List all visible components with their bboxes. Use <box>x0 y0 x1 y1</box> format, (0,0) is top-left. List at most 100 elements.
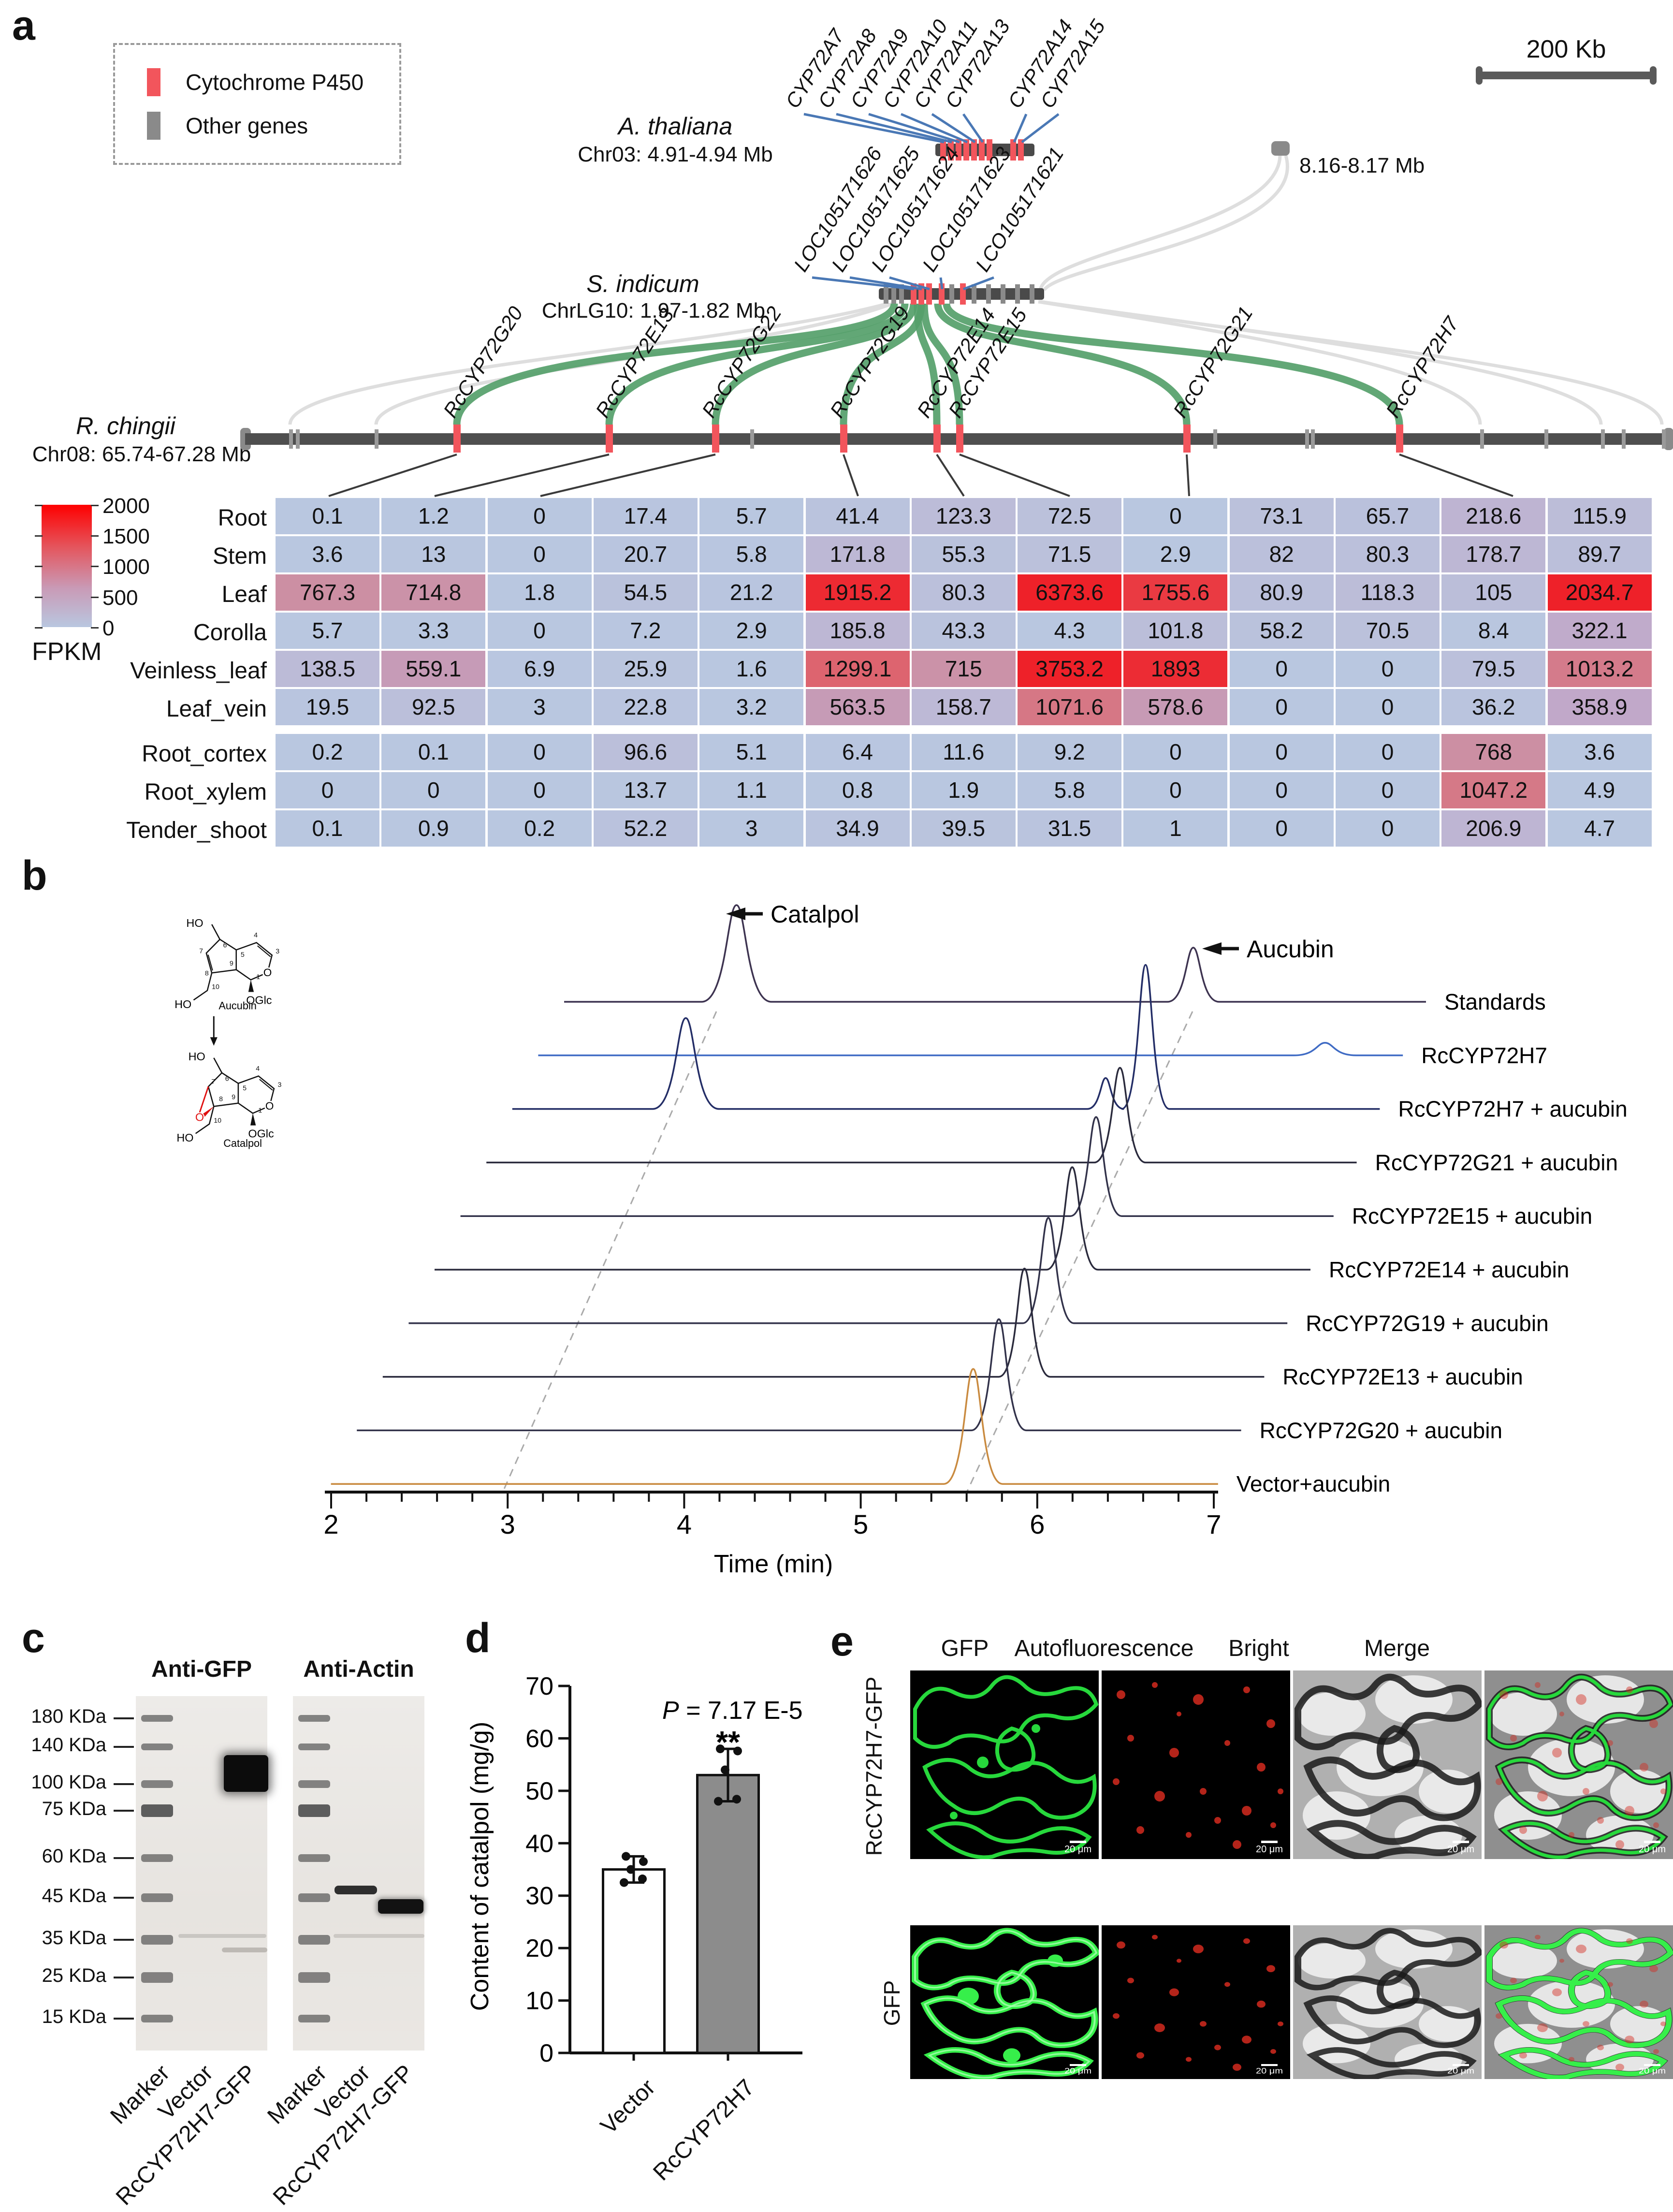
kda-label: 45 KDa <box>42 1885 106 1906</box>
heatmap-cell: 0 <box>276 772 379 808</box>
heatmap-cell: 0 <box>1123 772 1228 808</box>
p-value-label: P = 7.17 E-5 <box>662 1697 803 1725</box>
heatmap-row-label: Leaf <box>221 582 267 607</box>
heatmap-cell: 4.7 <box>1547 810 1652 847</box>
heatmap-row-label: Root <box>218 505 267 531</box>
heatmap-row-label: Leaf_vein <box>166 696 267 722</box>
bar-y-tick-label: 30 <box>525 1882 553 1910</box>
cyp-gene-mark <box>971 139 977 161</box>
other-gene-mark <box>375 429 378 449</box>
kda-label: 180 KDa <box>31 1706 106 1727</box>
panel-c-label: c <box>22 1615 45 1661</box>
trace-label: RcCYP72E13 + aucubin <box>1282 1364 1523 1390</box>
time-tick-label: 3 <box>500 1509 515 1539</box>
heatmap-cell: 0.9 <box>381 810 486 847</box>
heatmap-cell: 1047.2 <box>1441 772 1546 808</box>
chromatogram: Standards RcCYP72H7 RcCYP72H7 + aucubin RcC… <box>323 901 1627 1576</box>
kda-label: 100 KDa <box>31 1772 106 1793</box>
heatmap-cell: 70.5 <box>1336 613 1440 649</box>
colorbar-tick-label: 0 <box>102 616 115 640</box>
fpkm-colorbar <box>42 505 92 627</box>
micrograph-auto: 20 μm <box>1102 1670 1290 1859</box>
chromatogram-trace <box>512 964 1380 1110</box>
other-gene-mark <box>884 284 888 304</box>
scale-bar-text: 20 μm <box>1064 1844 1091 1855</box>
heatmap-cell: 1299.1 <box>805 651 910 687</box>
other-gene-mark <box>899 284 904 304</box>
marker-band <box>298 1804 330 1817</box>
other-gene-mark <box>949 284 954 304</box>
cyp-gene-mark <box>987 139 992 161</box>
heatmap-cell: 0.1 <box>276 810 379 847</box>
rccyp-gene-mark <box>712 425 719 453</box>
heatmap-cell: 3.3 <box>381 613 486 649</box>
colorbar-tick <box>35 566 43 568</box>
heatmap-cell: 0 <box>487 613 592 649</box>
heatmap-cell: 0 <box>1336 651 1440 687</box>
heatmap-cell: 5.8 <box>699 536 804 572</box>
heatmap-cell: 0 <box>1336 810 1440 847</box>
marker-band <box>298 1715 330 1722</box>
faint-band <box>334 1934 424 1938</box>
synteny-green-curve <box>453 303 898 425</box>
aucubin-annotation-label: Aucubin <box>1247 936 1334 963</box>
label-connector <box>963 276 994 291</box>
label-connector <box>849 276 922 291</box>
chromatogram-trace <box>460 1116 1334 1217</box>
bar-y-tick-label: 70 <box>525 1672 553 1700</box>
anti-actin-blot <box>293 1696 424 2051</box>
colorbar-tick <box>91 627 99 629</box>
heatmap-connector <box>843 454 859 497</box>
heatmap-cell: 1.8 <box>487 574 592 611</box>
heatmap-cell: 206.9 <box>1441 810 1546 847</box>
heatmap-cell: 39.5 <box>911 810 1016 847</box>
marker-band <box>298 1935 330 1945</box>
cyp-gene-mark <box>956 139 961 161</box>
scale-bar <box>1476 66 1657 85</box>
rccyp-gene-mark <box>840 425 847 453</box>
heatmap-cell: 715 <box>911 651 1016 687</box>
label-connector <box>901 113 968 144</box>
heatmap-cell: 178.7 <box>1441 536 1546 572</box>
heatmap-connector <box>434 454 610 497</box>
heatmap-connector <box>936 454 965 497</box>
heatmap-cell: 34.9 <box>805 810 910 847</box>
heatmap-connector <box>1399 454 1513 497</box>
svg-text:5: 5 <box>241 951 245 959</box>
rchingii-title: R. chingii <box>76 412 175 439</box>
e-header-gfp: GFP <box>941 1636 989 1661</box>
heatmap-cell: 52.2 <box>593 810 698 847</box>
heatmap-cell: 714.8 <box>381 574 486 611</box>
time-axis: 2 3 4 5 6 7 <box>323 1491 1222 1539</box>
heatmap-cell: 9.2 <box>1018 734 1122 770</box>
label-connector <box>962 113 984 143</box>
heatmap-cell: 1915.2 <box>805 574 910 611</box>
aucubin-wedge-bond <box>248 980 254 992</box>
kda-dash <box>114 1977 134 1978</box>
marker-band <box>141 1972 173 1983</box>
heatmap-cell: 3 <box>699 810 804 847</box>
marker-band <box>141 2015 173 2022</box>
heatmap-cell: 1.9 <box>911 772 1016 808</box>
catalpol-atom-numbers: 1 3 4 5 6 7 8 9 10 <box>211 1065 281 1125</box>
heatmap-cell: 80.3 <box>911 574 1016 611</box>
kda-dash <box>114 1717 134 1719</box>
marker-band <box>298 2015 330 2022</box>
kda-dash <box>114 1939 134 1941</box>
heatmap-cell: 138.5 <box>276 651 379 687</box>
heatmap-cell: 0 <box>1336 772 1440 808</box>
colorbar-tick <box>91 566 99 568</box>
svg-text:9: 9 <box>232 1093 235 1101</box>
colorbar-tick <box>91 596 99 598</box>
label-connector <box>931 113 976 144</box>
heatmap-cell: 185.8 <box>805 613 910 649</box>
heatmap-cell: 89.7 <box>1547 536 1652 572</box>
heatmap-cell: 79.5 <box>1441 651 1546 687</box>
heatmap-cell: 0 <box>1336 734 1440 770</box>
time-tick-label: 6 <box>1030 1509 1045 1539</box>
heatmap-cell: 3.6 <box>276 536 379 572</box>
reaction-arrow <box>210 1016 218 1046</box>
heatmap-cell: 2.9 <box>699 613 804 649</box>
bar-y-tick-label: 20 <box>525 1934 553 1963</box>
